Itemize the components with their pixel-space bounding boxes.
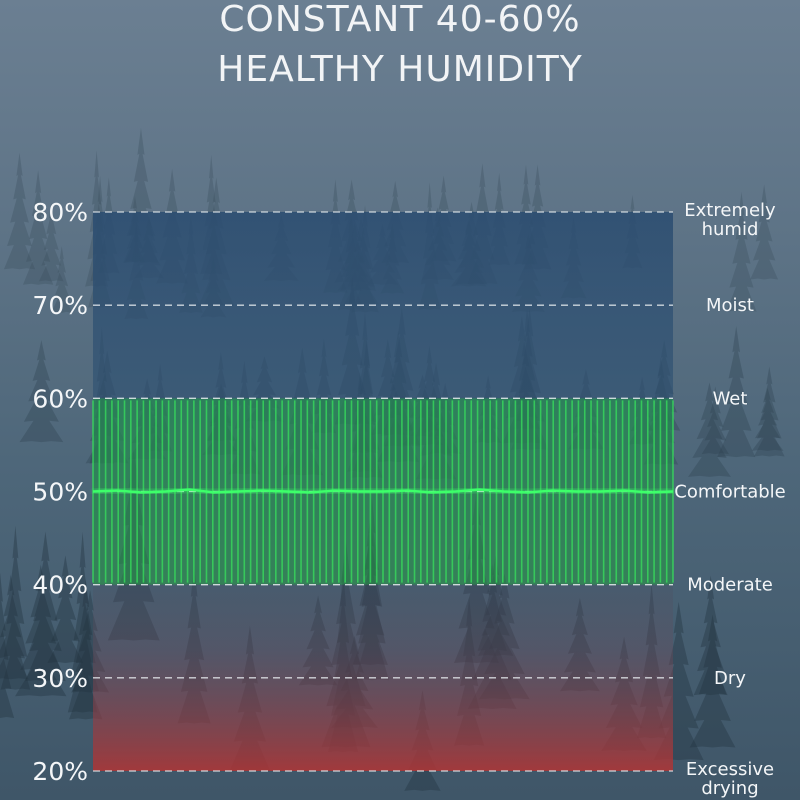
tree-silhouette [67, 531, 98, 713]
humidity-series-line [92, 488, 674, 494]
zone-label: Excessive drying [686, 759, 774, 799]
y-tick-label: 30% [32, 664, 88, 693]
y-tick-label: 40% [32, 571, 88, 600]
tree-silhouette [0, 572, 15, 718]
tree-silhouette [15, 564, 67, 697]
tree-silhouette [19, 340, 64, 443]
zone-label: Wet [713, 388, 748, 409]
tree-silhouette [753, 366, 785, 457]
tree-silhouette [693, 575, 728, 696]
tree-silhouette [3, 152, 36, 270]
tree-silhouette [688, 382, 731, 477]
zone-label: Moist [706, 295, 754, 316]
y-tick-label: 80% [32, 198, 88, 227]
tree-silhouette [38, 202, 64, 282]
title-line-2: HEALTHY HUMIDITY [217, 49, 583, 90]
y-tick-label: 60% [32, 384, 88, 413]
y-tick-label: 70% [32, 291, 88, 320]
y-axis-ticks: 80% 70% 60% 50% 40% 30% 20% [32, 198, 88, 786]
tree-silhouette [726, 191, 757, 312]
tree-silhouette [25, 531, 66, 682]
tree-silhouette [0, 525, 31, 690]
tree-silhouette [47, 555, 84, 664]
title-line-1: CONSTANT 40-60% [219, 0, 581, 40]
zone-label: Dry [714, 668, 746, 689]
y-tick-label: 20% [32, 757, 88, 786]
tree-silhouette [689, 614, 736, 748]
zone-label: Extremely humid [684, 200, 776, 240]
tree-silhouette [751, 387, 784, 451]
tree-silhouette [0, 574, 29, 680]
tree-silhouette [750, 184, 779, 280]
tree-silhouette [51, 246, 73, 313]
y-tick-label: 50% [32, 478, 88, 507]
tree-silhouette [701, 386, 729, 455]
tree-silhouette [717, 326, 756, 458]
zone-labels: Extremely humid Moist Wet Comfortable Moderat… [674, 200, 785, 799]
zone-label: Comfortable [674, 482, 785, 503]
zone-label: Moderate [687, 575, 773, 596]
tree-silhouette [22, 170, 54, 285]
